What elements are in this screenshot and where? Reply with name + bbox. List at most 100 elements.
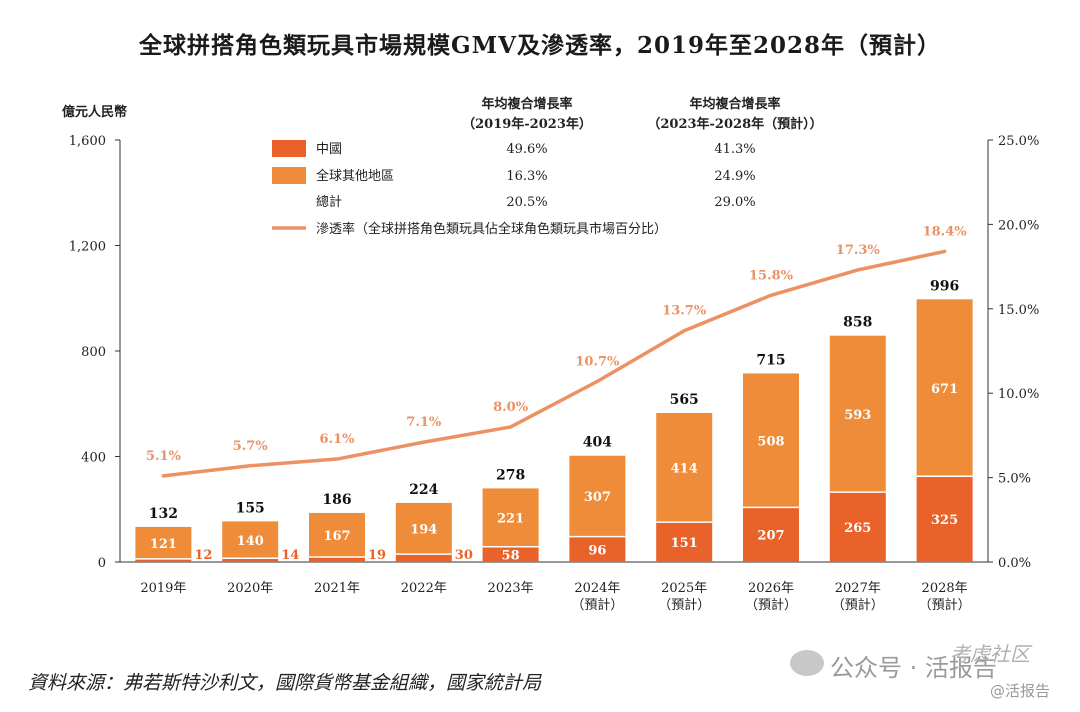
watermark: 公众号 · 活报告 考虑社区 @活报告 (790, 638, 1080, 708)
cagr-header-1: 年均複合增長率 (481, 96, 572, 112)
bar-china (743, 507, 799, 562)
bar-label-other: 167 (323, 529, 350, 544)
bar-other (222, 521, 279, 559)
bar-label-china: 151 (671, 536, 698, 551)
y-tick-label: 1,600 (69, 134, 106, 149)
chart-title: 全球拼搭角色類玩具市場規模GMV及滲透率，2019年至2028年（預計） (139, 32, 941, 59)
x-tick-label: 2019年 (140, 581, 186, 596)
x-tick-label: 2024年 (574, 581, 620, 596)
x-tick-sublabel: （預計） (919, 597, 971, 613)
bar-other (743, 373, 799, 508)
bar-label-other: 221 (497, 512, 524, 527)
bar-other (395, 502, 452, 555)
bar-china (135, 558, 192, 562)
cagr-value-2: 41.3% (714, 142, 755, 157)
x-tick-label: 2022年 (401, 581, 447, 596)
cagr-header-1-sub: （2019年-2023年） (462, 116, 592, 132)
cagr-value-2: 29.0% (714, 195, 755, 210)
bar-china (656, 522, 713, 562)
bar-label-china: 207 (757, 529, 784, 544)
line-data-label: 6.1% (320, 432, 356, 447)
cagr-header-2-sub: （2023年-2028年（預計）） (647, 116, 822, 132)
bar-label-china: 19 (368, 548, 386, 563)
line-data-label: 7.1% (406, 415, 442, 430)
legend-line-label: 滲透率（全球拼搭角色類玩具佔全球角色類玩具市場百分比） (316, 221, 667, 237)
line-data-label: 18.4% (923, 224, 968, 239)
bar-label-other: 508 (757, 434, 784, 449)
cagr-value-2: 24.9% (714, 169, 755, 184)
line-data-label: 17.3% (836, 243, 881, 258)
y2-tick-label: 15.0% (998, 303, 1039, 318)
bar-label-other: 307 (584, 490, 611, 505)
penetration-line (161, 249, 947, 478)
bar-label-other: 194 (410, 523, 437, 538)
bar-other (482, 488, 539, 547)
bar-other (916, 299, 973, 477)
bar-china (916, 476, 973, 562)
legend-label: 全球其他地區 (316, 168, 394, 184)
bar-china (395, 554, 452, 562)
cagr-value-1: 49.6% (506, 142, 547, 157)
bar-total-label: 715 (756, 352, 785, 368)
line-data-label: 8.0% (493, 400, 529, 415)
bar-other (569, 455, 626, 537)
bar-china (482, 546, 539, 562)
bar-total-label: 404 (583, 435, 612, 451)
watermark-sub: @活报告 (990, 682, 1051, 700)
wechat-icon (790, 650, 824, 676)
bar-label-china: 58 (502, 548, 520, 563)
bar-label-china: 12 (194, 548, 212, 563)
chart: 億元人民幣 0 400 800 1,200 1,600 0.0% 5.0% 10.0% 15.0%… (62, 96, 1039, 613)
legend-swatch (272, 140, 306, 157)
x-tick-label: 2026年 (748, 581, 794, 596)
bar-total-label: 155 (236, 500, 265, 516)
cagr-header-2: 年均複合增長率 (689, 96, 780, 112)
line-data-label: 5.7% (233, 439, 269, 454)
bar-label-other: 593 (844, 408, 871, 423)
bar-other (829, 335, 886, 493)
x-tick-sublabel: （預計） (745, 597, 797, 613)
bar-label-china: 30 (455, 548, 473, 563)
y-tick-label: 0 (98, 556, 106, 571)
x-tick-label: 2020年 (227, 581, 273, 596)
line-data-label: 13.7% (662, 304, 707, 319)
cagr-value-1: 20.5% (506, 195, 547, 210)
x-tick-label: 2021年 (314, 581, 360, 596)
line-data-label: 10.7% (575, 354, 620, 369)
y-tick-label: 1,200 (69, 240, 106, 255)
x-tick-label: 2027年 (835, 581, 881, 596)
x-tick-sublabel: （預計） (658, 597, 710, 613)
bar-total-label: 858 (843, 315, 872, 331)
bar-china (222, 558, 279, 562)
y2-tick-label: 25.0% (998, 134, 1039, 149)
x-tick-label: 2028年 (922, 581, 968, 596)
bar-other (309, 512, 365, 557)
x-tick-label: 2025年 (661, 581, 707, 596)
bar-label-other: 121 (150, 537, 177, 552)
bar-label-other: 414 (671, 462, 698, 477)
bar-total-label: 224 (409, 482, 438, 498)
bar-china (569, 536, 626, 562)
cagr-value-1: 16.3% (506, 169, 547, 184)
y-axis-label: 億元人民幣 (62, 104, 127, 120)
bar-total-label: 565 (670, 392, 699, 408)
legend-label: 總計 (316, 194, 342, 210)
x-tick-label: 2023年 (488, 581, 534, 596)
y2-tick-label: 10.0% (998, 387, 1039, 402)
bar-label-china: 325 (931, 513, 958, 528)
bar-label-other: 140 (237, 534, 264, 549)
y2-tick-label: 5.0% (998, 472, 1031, 487)
bar-total-label: 996 (930, 278, 959, 294)
watermark-top: 考虑社区 (950, 642, 1030, 666)
y-tick-label: 400 (81, 451, 106, 466)
bar-label-china: 265 (844, 521, 871, 536)
legend-swatch (272, 167, 306, 184)
y2-tick-label: 20.0% (998, 218, 1039, 233)
bar-label-other: 671 (931, 382, 958, 397)
y-tick-label: 800 (81, 345, 106, 360)
line-data-label: 15.8% (749, 268, 794, 283)
watermark-text: 公众号 · 活报告 (830, 654, 997, 682)
bar-other (135, 526, 192, 559)
y2-tick-label: 0.0% (998, 556, 1031, 571)
line-data-label: 5.1% (146, 449, 182, 464)
